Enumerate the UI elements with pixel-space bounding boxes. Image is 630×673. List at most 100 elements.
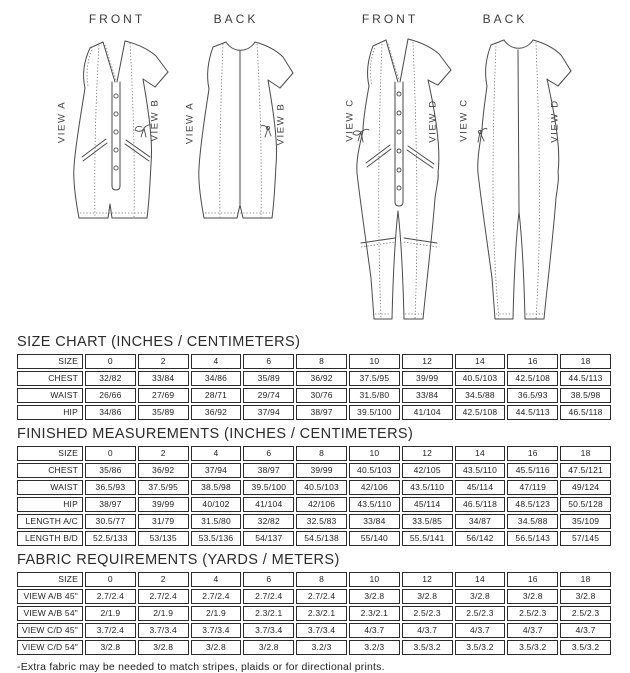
data-cell: 3/2.8 [348, 589, 400, 604]
column-header-cell: 12 [401, 446, 453, 461]
data-cell: 36/92 [296, 371, 347, 386]
data-cell: 39/99 [296, 463, 347, 478]
row-label-cell: SIZE [17, 354, 83, 369]
measurement-tables-section: SIZE CHART (INCHES / CENTIMETERS) SIZE 0 2… [17, 333, 615, 673]
table-row: HIP 38/97 39/99 40/102 41/104 42/106 43.5/110 4… [17, 497, 611, 512]
data-cell: 34.5/88 [507, 514, 559, 529]
data-cell: 3.7/3.4 [243, 623, 295, 638]
data-cell: 36/92 [137, 463, 189, 478]
data-cell: 34/86 [85, 405, 136, 420]
data-cell: 34/86 [190, 371, 242, 386]
garment-illustrations: FRONT BACK FRONT BACK VIEW A VIEW B VIEW… [0, 0, 630, 333]
column-header-cell: 0 [85, 572, 136, 587]
data-cell: 42/105 [401, 463, 453, 478]
row-label-cell: LENGTH A/C [17, 514, 83, 529]
column-header-cell: 2 [137, 572, 189, 587]
data-cell: 33/84 [348, 514, 400, 529]
data-cell: 38.5/98 [190, 480, 242, 495]
finished-measurements-title: FINISHED MEASUREMENTS (INCHES / CENTIMET… [17, 426, 414, 442]
data-cell: 42.5/108 [507, 371, 559, 386]
data-cell: 57/145 [560, 531, 611, 546]
drawstring-bow [352, 128, 370, 143]
row-label-cell: SIZE [17, 446, 83, 461]
data-cell: 2.3/2.1 [243, 606, 295, 621]
table-row: VIEW C/D 54" 3/2.8 3/2.8 3/2.8 3/2.8 3.2/3 3.2… [17, 640, 611, 655]
data-cell: 3.5/3.2 [507, 640, 559, 655]
table-row: HIP 34/86 35/89 36/92 37/94 38/97 39.5/100 41/1… [17, 405, 611, 420]
data-cell: 3.7/2.4 [85, 623, 136, 638]
data-cell: 3.5/3.2 [454, 640, 506, 655]
column-header-cell: 16 [507, 354, 559, 369]
data-cell: 53/135 [137, 531, 189, 546]
column-header-cell: 2 [137, 354, 189, 369]
column-header-cell: 18 [560, 572, 611, 587]
data-cell: 2/1.9 [137, 606, 189, 621]
column-header-cell: 12 [401, 572, 453, 587]
column-header-cell: 18 [560, 354, 611, 369]
data-cell: 2.5/2.3 [454, 606, 506, 621]
romper-front-illustration [73, 40, 169, 219]
front-cd-heading: FRONT [361, 12, 419, 26]
size-chart-title: SIZE CHART (INCHES / CENTIMETERS) [17, 334, 301, 350]
row-label-cell: VIEW C/D 45" [17, 623, 83, 638]
data-cell: 3/2.8 [243, 640, 295, 655]
column-header-cell: 8 [296, 354, 347, 369]
data-cell: 56.5/143 [507, 531, 559, 546]
column-header-cell: 4 [190, 354, 242, 369]
data-cell: 35/86 [85, 463, 136, 478]
romper-back-illustration [198, 41, 294, 219]
data-cell: 2.7/2.4 [243, 589, 295, 604]
data-cell: 3.5/3.2 [560, 640, 611, 655]
data-cell: 35/109 [560, 514, 611, 529]
data-cell: 3.5/3.2 [401, 640, 453, 655]
data-cell: 3.7/3.4 [296, 623, 347, 638]
table-row: CHEST 32/82 33/84 34/86 35/89 36/92 37.5/95 39/… [17, 371, 611, 386]
extra-fabric-note: -Extra fabric may be needed to match str… [17, 661, 385, 673]
data-cell: 50.5/128 [560, 497, 611, 512]
column-header-cell: 4 [190, 446, 242, 461]
data-cell: 36.5/93 [507, 388, 559, 403]
column-header-cell: 14 [454, 354, 506, 369]
jumpsuit-front-illustration [352, 38, 452, 320]
row-label-cell: VIEW A/B 45" [17, 589, 83, 604]
data-cell: 54/137 [243, 531, 295, 546]
data-cell: 47.5/121 [560, 463, 611, 478]
data-cell: 3/2.8 [454, 589, 506, 604]
data-cell: 45/114 [401, 497, 453, 512]
data-cell: 2.5/2.3 [401, 606, 453, 621]
data-cell: 45/114 [454, 480, 506, 495]
table-row: LENGTH B/D 52.5/133 53/135 53.5/136 54/137 54… [17, 531, 611, 546]
data-cell: 3/2.8 [190, 640, 242, 655]
data-cell: 26/66 [85, 388, 136, 403]
data-cell: 3.7/3.4 [137, 623, 189, 638]
row-label-cell: WAIST [17, 480, 83, 495]
data-cell: 46.5/118 [560, 405, 611, 420]
data-cell: 2/1.9 [190, 606, 242, 621]
data-cell: 3.2/3 [296, 640, 347, 655]
table-row: WAIST 36.5/93 37.5/95 38.5/98 39.5/100 40.5/1… [17, 480, 611, 495]
data-cell: 4/3.7 [507, 623, 559, 638]
column-header-cell: 14 [454, 446, 506, 461]
data-cell: 40.5/103 [454, 371, 506, 386]
data-cell: 37.5/95 [348, 371, 400, 386]
data-cell: 34.5/88 [454, 388, 506, 403]
row-label-cell: SIZE [17, 572, 83, 587]
column-header-cell: 14 [454, 572, 506, 587]
data-cell: 37/94 [243, 405, 295, 420]
data-cell: 38/97 [243, 463, 295, 478]
table-row: LENGTH A/C 30.5/77 31/79 31.5/80 32/82 32.5/8… [17, 514, 611, 529]
data-cell: 42/106 [348, 480, 400, 495]
finished-measurements-table: SIZE 0 2 4 6 8 10 12 14 16 18 CHEST 35/86 36/92 37/94 3… [15, 444, 613, 548]
table-row: CHEST 35/86 36/92 37/94 38/97 39/99 40.5/103 42… [17, 463, 611, 478]
column-header-cell: 0 [85, 354, 136, 369]
row-label-cell: HIP [17, 405, 83, 420]
data-cell: 43.5/110 [401, 480, 453, 495]
column-header-cell: 12 [401, 354, 453, 369]
data-cell: 56/142 [454, 531, 506, 546]
data-cell: 3/2.8 [401, 589, 453, 604]
data-cell: 44.5/113 [560, 371, 611, 386]
column-header-cell: 10 [348, 354, 400, 369]
drawstring-knot [477, 127, 488, 143]
data-cell: 34/87 [454, 514, 506, 529]
